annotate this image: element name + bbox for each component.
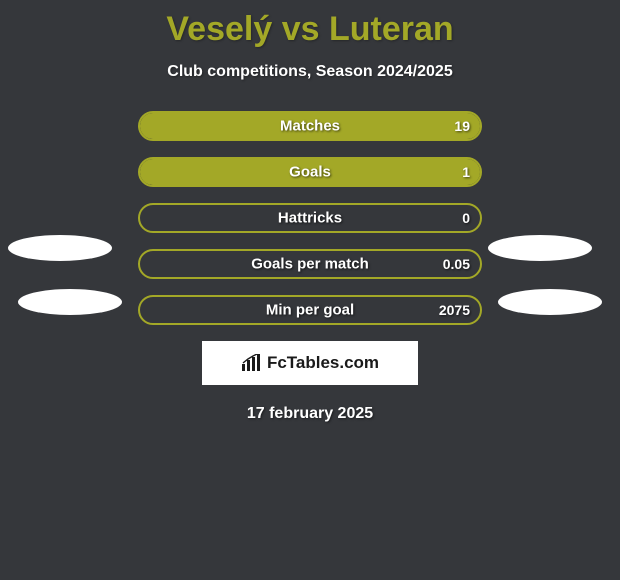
brand-box: FcTables.com	[202, 341, 418, 385]
date-line: 17 february 2025	[0, 405, 620, 423]
stat-label: Matches	[280, 118, 340, 135]
side-ellipse-bottom-left	[18, 289, 122, 315]
subtitle: Club competitions, Season 2024/2025	[0, 63, 620, 81]
stat-value: 0	[462, 210, 470, 226]
stat-value: 2075	[439, 302, 470, 318]
page-title: Veselý vs Luteran	[0, 0, 620, 49]
stat-row-min-per-goal: Min per goal 2075	[138, 295, 482, 325]
brand-label: FcTables.com	[267, 353, 379, 373]
stat-row-goals: Goals 1	[138, 157, 482, 187]
stat-value: 1	[462, 164, 470, 180]
stat-label: Hattricks	[278, 210, 342, 227]
brand-text: FcTables.com	[241, 353, 379, 373]
stat-label: Goals	[289, 164, 331, 181]
stat-value: 0.05	[443, 256, 470, 272]
side-ellipse-bottom-right	[498, 289, 602, 315]
stat-row-goals-per-match: Goals per match 0.05	[138, 249, 482, 279]
stats-area: Matches 19 Goals 1 Hattricks 0 Goals per…	[0, 111, 620, 325]
bar-chart-icon	[241, 354, 263, 372]
stat-row-matches: Matches 19	[138, 111, 482, 141]
stat-label: Goals per match	[251, 256, 369, 273]
side-ellipse-top-right	[488, 235, 592, 261]
stat-label: Min per goal	[266, 302, 354, 319]
stat-value: 19	[454, 118, 470, 134]
side-ellipse-top-left	[8, 235, 112, 261]
stat-row-hattricks: Hattricks 0	[138, 203, 482, 233]
